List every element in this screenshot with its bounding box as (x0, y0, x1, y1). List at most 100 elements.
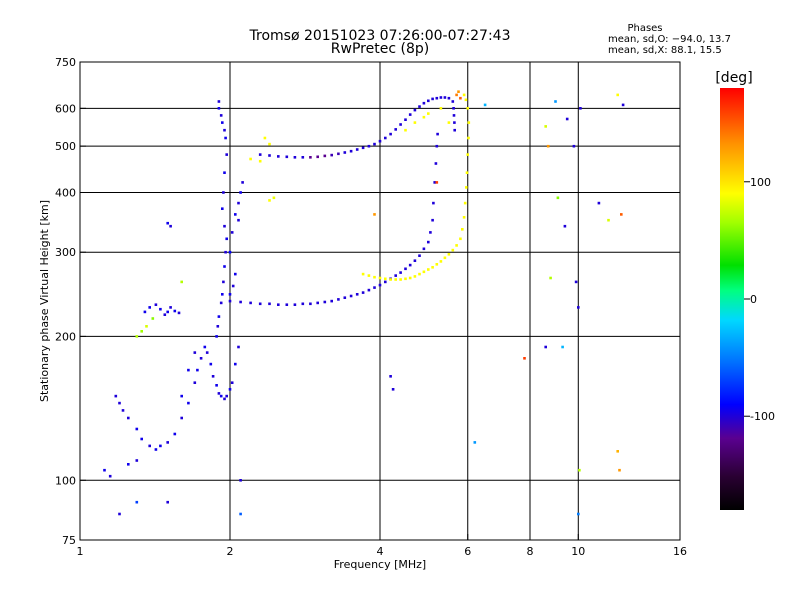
data-point (127, 463, 130, 466)
data-point (205, 351, 209, 354)
data-point (466, 153, 469, 156)
data-point (394, 128, 397, 131)
data-point (404, 128, 407, 132)
data-point (413, 259, 417, 262)
data-point (343, 151, 347, 154)
y-tick-label: 400 (55, 186, 76, 199)
data-point (135, 427, 139, 431)
data-point (422, 115, 426, 119)
data-point (309, 156, 312, 159)
data-point (140, 330, 143, 333)
data-point (258, 159, 262, 163)
data-point (114, 394, 118, 398)
data-point (323, 300, 327, 304)
data-point (258, 153, 262, 156)
data-point (413, 108, 417, 112)
data-point (455, 244, 458, 247)
data-point (237, 201, 240, 205)
chart-title: Tromsø 20151023 07:26:00-07:27:43 (249, 28, 511, 44)
data-point (249, 157, 252, 161)
colorbar (720, 88, 744, 510)
data-point (219, 114, 223, 117)
data-point (217, 392, 221, 395)
colorbar-tick-label: 0 (750, 293, 757, 306)
data-point (443, 96, 447, 99)
data-point (579, 107, 582, 110)
data-point (391, 388, 395, 391)
data-point (349, 294, 353, 298)
data-point (173, 432, 177, 436)
y-tick-label: 100 (55, 474, 76, 487)
data-point (234, 272, 237, 276)
data-point (193, 351, 197, 354)
data-point (293, 303, 297, 306)
data-point (439, 260, 443, 263)
data-point (435, 263, 439, 266)
data-point (467, 121, 471, 124)
data-point (196, 368, 199, 372)
data-point (241, 181, 244, 184)
data-point (578, 468, 581, 472)
data-point (148, 444, 151, 448)
data-point (239, 479, 242, 482)
data-point (413, 275, 417, 278)
data-point (433, 181, 436, 184)
data-point (422, 101, 426, 105)
data-point (316, 155, 319, 159)
data-point (323, 154, 327, 158)
data-point (621, 103, 625, 107)
data-point (355, 148, 359, 151)
data-point (549, 276, 552, 280)
data-point (618, 468, 621, 472)
x-tick-label: 10 (571, 545, 585, 558)
data-point (225, 153, 228, 156)
data-point (418, 254, 421, 257)
data-point (103, 468, 106, 472)
data-point (556, 196, 560, 200)
data-point (463, 201, 467, 205)
data-point (140, 437, 143, 441)
data-point (355, 293, 359, 296)
data-point (431, 97, 434, 101)
data-point (384, 280, 387, 284)
data-point (180, 280, 183, 284)
data-point (464, 98, 468, 102)
data-point (268, 302, 271, 306)
data-point (544, 345, 547, 349)
y-tick-label: 200 (55, 330, 76, 343)
data-point (422, 247, 426, 251)
data-point (452, 114, 456, 117)
data-point (187, 368, 190, 372)
data-point (373, 213, 376, 216)
data-point (452, 107, 455, 110)
data-point (121, 409, 125, 412)
data-point (166, 310, 169, 314)
data-point (435, 144, 439, 148)
data-point (465, 171, 469, 174)
data-point (216, 325, 220, 328)
data-point (199, 357, 203, 360)
data-point (434, 162, 438, 165)
data-point (373, 142, 376, 146)
data-point (399, 278, 402, 281)
data-point (309, 302, 312, 306)
data-point (301, 156, 305, 159)
data-point (443, 256, 447, 260)
data-point (154, 448, 158, 451)
data-point (180, 416, 183, 420)
data-point (239, 300, 242, 304)
data-point (145, 325, 148, 328)
data-point (447, 121, 451, 124)
data-point (367, 288, 371, 292)
data-point (263, 136, 267, 140)
data-point (272, 196, 276, 200)
data-point (293, 156, 297, 159)
scatter-points (103, 90, 625, 516)
data-point (384, 277, 387, 281)
data-point (268, 199, 271, 202)
data-point (258, 302, 262, 306)
data-point (544, 125, 547, 128)
data-point (237, 345, 240, 349)
data-point (451, 100, 455, 103)
y-axis-label: Stationary phase Virtual Height [km] (38, 200, 51, 402)
